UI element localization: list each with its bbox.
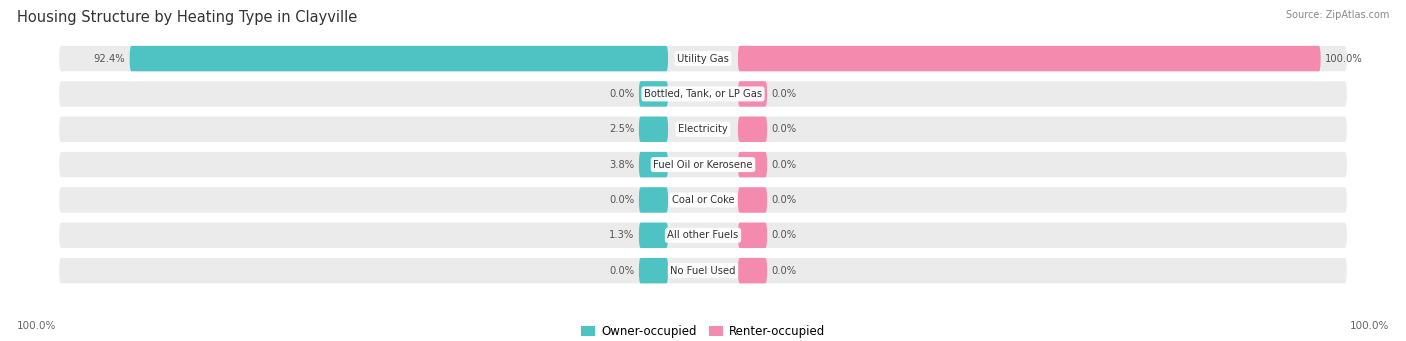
FancyBboxPatch shape bbox=[638, 223, 668, 248]
FancyBboxPatch shape bbox=[638, 187, 668, 213]
FancyBboxPatch shape bbox=[59, 152, 1347, 177]
Text: 0.0%: 0.0% bbox=[772, 230, 797, 240]
FancyBboxPatch shape bbox=[59, 258, 1347, 283]
FancyBboxPatch shape bbox=[59, 117, 1347, 142]
Text: 100.0%: 100.0% bbox=[17, 321, 56, 331]
FancyBboxPatch shape bbox=[738, 117, 768, 142]
FancyBboxPatch shape bbox=[638, 117, 668, 142]
FancyBboxPatch shape bbox=[129, 46, 668, 71]
Text: No Fuel Used: No Fuel Used bbox=[671, 266, 735, 276]
Text: 100.0%: 100.0% bbox=[1326, 54, 1362, 63]
Text: 0.0%: 0.0% bbox=[609, 195, 634, 205]
Text: 0.0%: 0.0% bbox=[772, 89, 797, 99]
Text: Source: ZipAtlas.com: Source: ZipAtlas.com bbox=[1285, 10, 1389, 20]
FancyBboxPatch shape bbox=[59, 46, 1347, 71]
FancyBboxPatch shape bbox=[738, 152, 768, 177]
Text: 0.0%: 0.0% bbox=[609, 89, 634, 99]
FancyBboxPatch shape bbox=[59, 223, 1347, 248]
FancyBboxPatch shape bbox=[738, 46, 1320, 71]
FancyBboxPatch shape bbox=[738, 223, 768, 248]
Text: 0.0%: 0.0% bbox=[772, 160, 797, 169]
Text: 0.0%: 0.0% bbox=[772, 266, 797, 276]
FancyBboxPatch shape bbox=[638, 81, 668, 107]
Text: 100.0%: 100.0% bbox=[1350, 321, 1389, 331]
Legend: Owner-occupied, Renter-occupied: Owner-occupied, Renter-occupied bbox=[576, 321, 830, 341]
FancyBboxPatch shape bbox=[59, 187, 1347, 213]
Text: Coal or Coke: Coal or Coke bbox=[672, 195, 734, 205]
Text: Housing Structure by Heating Type in Clayville: Housing Structure by Heating Type in Cla… bbox=[17, 10, 357, 25]
Text: 0.0%: 0.0% bbox=[772, 195, 797, 205]
FancyBboxPatch shape bbox=[738, 258, 768, 283]
FancyBboxPatch shape bbox=[638, 152, 668, 177]
FancyBboxPatch shape bbox=[738, 187, 768, 213]
Text: 3.8%: 3.8% bbox=[609, 160, 634, 169]
FancyBboxPatch shape bbox=[59, 81, 1347, 107]
FancyBboxPatch shape bbox=[738, 81, 768, 107]
Text: All other Fuels: All other Fuels bbox=[668, 230, 738, 240]
Text: 92.4%: 92.4% bbox=[93, 54, 125, 63]
Text: 2.5%: 2.5% bbox=[609, 124, 634, 134]
Text: Bottled, Tank, or LP Gas: Bottled, Tank, or LP Gas bbox=[644, 89, 762, 99]
Text: 0.0%: 0.0% bbox=[609, 266, 634, 276]
Text: Utility Gas: Utility Gas bbox=[678, 54, 728, 63]
FancyBboxPatch shape bbox=[638, 258, 668, 283]
Text: Fuel Oil or Kerosene: Fuel Oil or Kerosene bbox=[654, 160, 752, 169]
Text: 0.0%: 0.0% bbox=[772, 124, 797, 134]
Text: 1.3%: 1.3% bbox=[609, 230, 634, 240]
Text: Electricity: Electricity bbox=[678, 124, 728, 134]
